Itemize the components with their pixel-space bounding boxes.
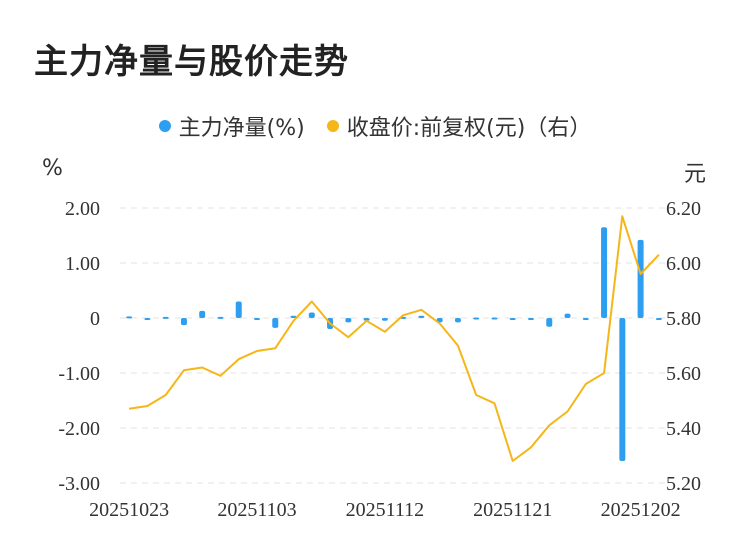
bar-mark — [381, 318, 388, 321]
bar-mark — [637, 239, 644, 318]
y-left-tick-label: -3.00 — [58, 473, 100, 495]
bar-mark — [418, 315, 425, 318]
chart-legend: 主力净量(%) 收盘价:前复权(元)（右） — [0, 110, 750, 142]
bar-mark — [655, 318, 662, 320]
x-tick-label: 20251112 — [346, 499, 425, 521]
y-right-tick-label: 5.40 — [666, 418, 701, 440]
x-tick-label: 20251023 — [89, 499, 169, 521]
bar-mark — [601, 227, 608, 318]
y-left-tick-label: -2.00 — [58, 418, 100, 440]
bar-mark — [272, 318, 279, 328]
bar-mark — [454, 318, 461, 323]
bar-mark — [254, 318, 260, 320]
legend-bar-marker — [158, 120, 171, 132]
bar-mark — [290, 315, 297, 318]
bar-mark — [162, 316, 169, 319]
y-left-tick-label: 0 — [90, 308, 100, 330]
legend-item-bar[interactable]: 主力净量(%) — [158, 110, 305, 142]
left-axis-unit: % — [42, 156, 63, 181]
bar-mark — [619, 318, 626, 461]
bar-mark — [491, 317, 498, 320]
right-axis-unit: 元 — [684, 162, 707, 187]
bar-mark — [217, 316, 224, 319]
y-left-tick-label: -1.00 — [58, 363, 100, 385]
x-tick-label: 20251202 — [601, 499, 681, 521]
bar-mark — [564, 313, 571, 318]
legend-line-marker — [326, 120, 339, 132]
y-right-tick-label: 5.20 — [666, 473, 701, 495]
bar-mark — [345, 318, 352, 323]
bar-mark — [199, 310, 206, 318]
bar-mark — [308, 312, 315, 318]
bar-mark — [235, 301, 242, 318]
bar-mark — [528, 318, 534, 320]
price-line — [128, 215, 660, 462]
y-left-tick-label: 2.00 — [65, 198, 100, 220]
bar-mark — [363, 318, 370, 321]
bar-mark — [582, 318, 589, 320]
y-left-tick-label: 1.00 — [65, 253, 100, 275]
chart-title: 主力净量与股价走势 — [34, 42, 349, 82]
legend-item-line[interactable]: 收盘价:前复权(元)（右） — [326, 110, 592, 142]
legend-line-label: 收盘价:前复权(元)（右） — [346, 116, 592, 141]
y-right-tick-label: 6.20 — [666, 198, 701, 220]
x-tick-label: 20251103 — [217, 499, 296, 521]
bar-mark — [509, 318, 516, 320]
bar-mark — [180, 318, 187, 326]
y-right-tick-label: 5.60 — [666, 363, 701, 385]
legend-bar-label: 主力净量(%) — [178, 116, 305, 141]
bar-mark — [473, 317, 480, 320]
bar-mark — [546, 318, 553, 327]
bar-mark — [144, 318, 151, 320]
y-right-tick-label: 6.00 — [666, 253, 701, 275]
x-tick-label: 20251121 — [473, 499, 552, 521]
y-right-tick-label: 5.80 — [666, 308, 701, 330]
bar-mark — [126, 316, 133, 319]
